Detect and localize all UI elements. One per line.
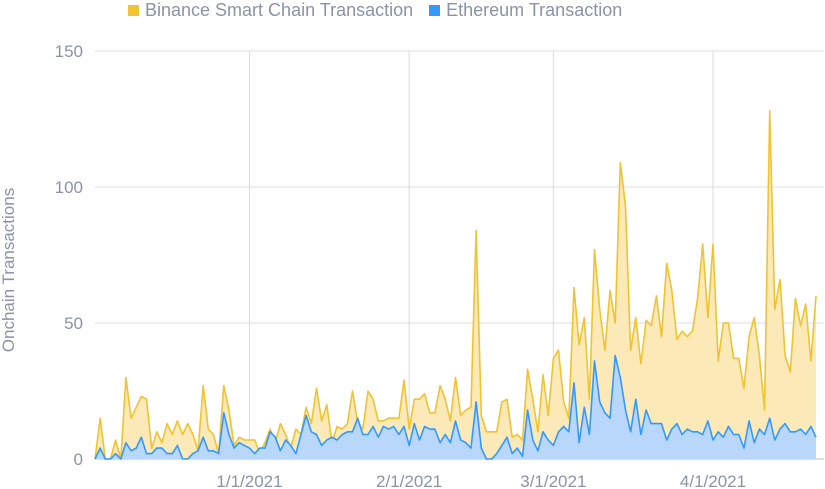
series-line-1 bbox=[94, 354, 817, 460]
legend-item-bsc[interactable]: Binance Smart Chain Transaction bbox=[128, 1, 413, 19]
y-tick-label-0: 0 bbox=[74, 450, 83, 469]
legend-swatch-eth bbox=[429, 4, 441, 16]
series-line-0 bbox=[94, 110, 817, 460]
series-layer bbox=[94, 110, 817, 460]
x-tick-label-2: 3/1/2021 bbox=[520, 472, 586, 489]
y-tick-label-150: 150 bbox=[55, 42, 83, 61]
y-tick-label-50: 50 bbox=[64, 314, 83, 333]
legend-item-eth[interactable]: Ethereum Transaction bbox=[429, 1, 622, 19]
legend-label-bsc: Binance Smart Chain Transaction bbox=[145, 0, 414, 20]
x-tick-label-0: 1/1/2021 bbox=[216, 472, 282, 489]
series-area-0 bbox=[95, 110, 816, 460]
y-tick-label-100: 100 bbox=[55, 178, 83, 197]
legend-swatch-bsc bbox=[128, 4, 139, 16]
x-tick-label-3: 4/1/2021 bbox=[680, 472, 746, 489]
axis-labels-layer: 0 50 100 150 1/1/2021 2/1/2021 3/1/2021 4/1/202… bbox=[55, 42, 746, 489]
legend-label-eth: Ethereum Transaction bbox=[446, 0, 623, 20]
series-area-1 bbox=[95, 355, 816, 459]
legend: Binance Smart Chain Transaction Ethereum… bbox=[128, 0, 622, 20]
x-tick-label-1: 2/1/2021 bbox=[376, 472, 442, 489]
